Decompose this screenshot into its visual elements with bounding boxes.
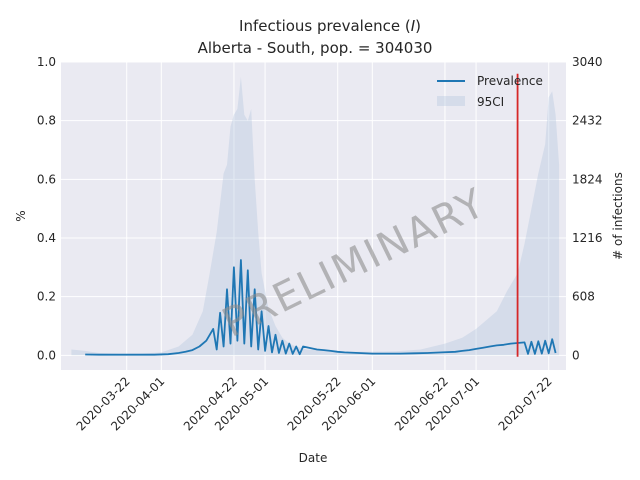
- plot-area: [61, 62, 566, 370]
- y-tick-right-4: 2432: [572, 114, 603, 128]
- prevalence-series-line: [85, 259, 557, 356]
- y-tick-left-1: 0.2: [37, 290, 56, 304]
- prevalence-line: [85, 259, 557, 356]
- y-axis-right: 0 608 1216 1824 2432 3040: [572, 55, 603, 362]
- ci-band: [71, 76, 560, 356]
- legend-prevalence-label: Prevalence: [477, 74, 543, 88]
- chart-title: Infectious prevalence (I): [239, 17, 421, 35]
- y-tick-right-3: 1824: [572, 172, 603, 186]
- legend-95ci-swatch: [437, 96, 465, 106]
- y-tick-left-2: 0.4: [37, 231, 56, 245]
- y-tick-left-3: 0.6: [37, 172, 56, 186]
- chart-title-symbol: I: [411, 17, 416, 35]
- y-tick-left-5: 1.0: [37, 55, 56, 69]
- y-axis-left: 0.0 0.2 0.4 0.6 0.8 1.0: [37, 55, 56, 362]
- ci-band-area: [71, 76, 560, 356]
- chart-subtitle: Alberta - South, pop. = 304030: [198, 39, 433, 57]
- y-tick-right-1: 608: [572, 290, 595, 304]
- x-tick-8: 2020-07-22: [496, 374, 555, 433]
- y-axis-label-left: %: [14, 210, 28, 221]
- grid: [61, 61, 566, 370]
- y-axis-label-right: # of infections: [611, 172, 625, 260]
- y-tick-right-5: 3040: [572, 55, 603, 69]
- y-tick-left-4: 0.8: [37, 114, 56, 128]
- y-tick-left-0: 0.0: [37, 348, 56, 362]
- y-tick-right-0: 0: [572, 348, 580, 362]
- y-tick-right-2: 1216: [572, 231, 603, 245]
- x-axis-label: Date: [299, 451, 328, 465]
- legend-95ci-label: 95CI: [477, 95, 504, 109]
- legend: Prevalence 95CI: [437, 74, 543, 109]
